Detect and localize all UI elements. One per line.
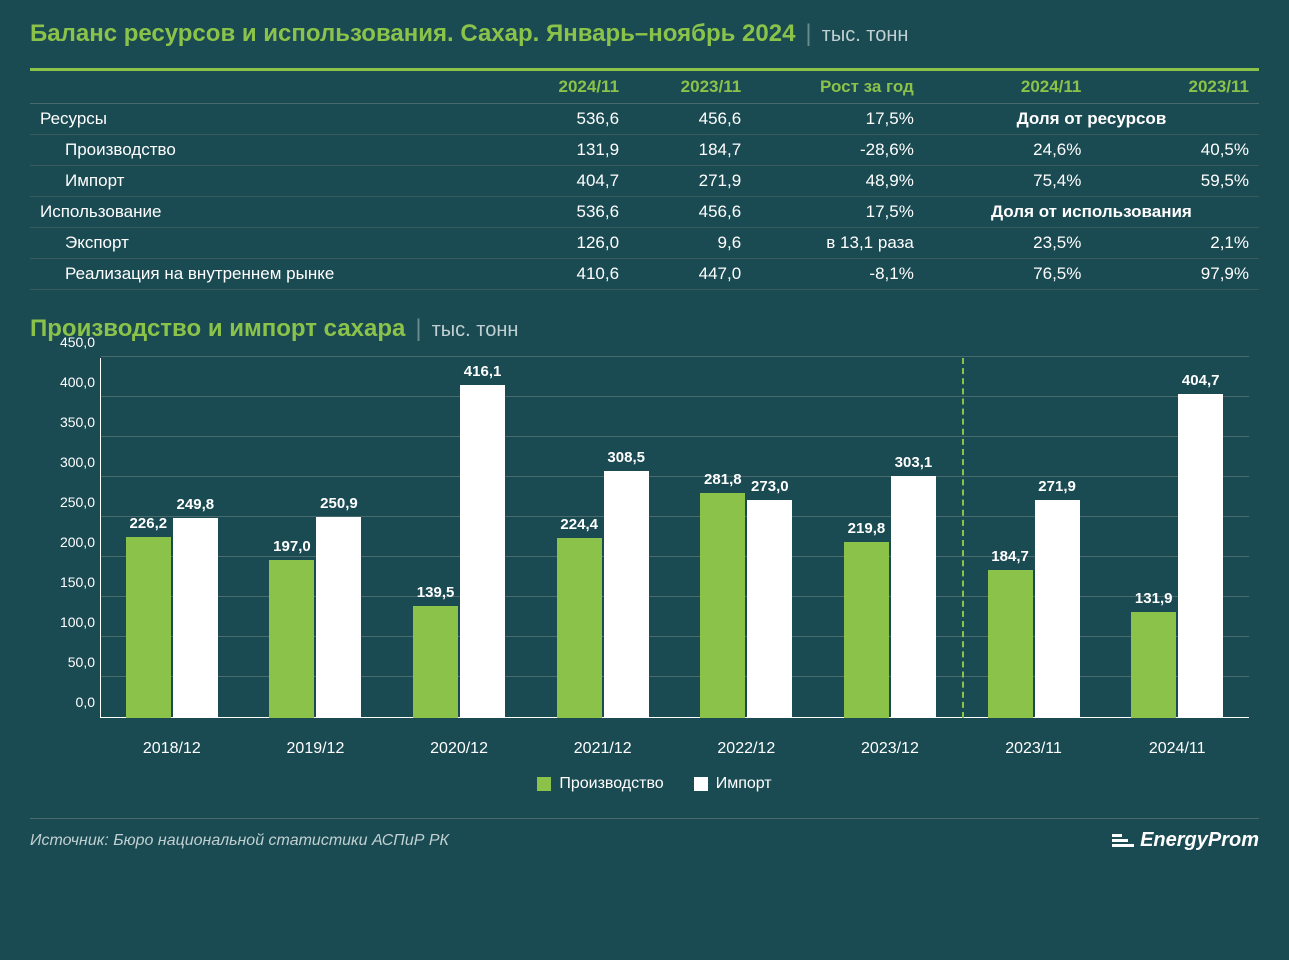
bar-import: 250,9 [316,517,361,718]
share-usage-header: Доля от использования [924,197,1259,228]
bar-value-label: 131,9 [1135,590,1173,607]
bar-import: 308,5 [604,471,649,718]
bar-value-label: 139,5 [417,584,455,601]
bar-group: 219,8303,1 [818,358,962,718]
bar-import: 416,1 [460,385,505,718]
bar-value-label: 308,5 [607,449,645,466]
title-separator: | [805,20,811,48]
bar-value-label: 226,2 [130,515,168,532]
col-share-2023: 2023/11 [1091,70,1259,104]
y-tick-label: 450,0 [50,334,95,350]
table-header-row: 2024/11 2023/11 Рост за год 2024/11 2023… [30,70,1259,104]
bar-production: 219,8 [844,542,889,718]
bar-import: 404,7 [1178,394,1223,718]
bar-value-label: 281,8 [704,471,742,488]
bar-value-label: 404,7 [1182,372,1220,389]
bar-group: 197,0250,9 [244,358,388,718]
swatch-import [694,777,708,791]
bar-value-label: 250,9 [320,495,358,512]
bar-production: 184,7 [988,570,1033,718]
bar-group: 184,7271,9 [962,358,1106,718]
bar-group: 131,9404,7 [1105,358,1249,718]
row-usage: Использование 536,6 456,6 17,5% Доля от … [30,197,1259,228]
bar-group: 224,4308,5 [531,358,675,718]
bar-group: 226,2249,8 [100,358,244,718]
chart-title: Производство и импорт сахара | тыс. тонн [30,315,1259,343]
bar-value-label: 303,1 [895,454,933,471]
y-tick-label: 350,0 [50,414,95,430]
bar-import: 273,0 [747,500,792,718]
bar-production: 226,2 [126,537,171,718]
bar-group: 139,5416,1 [387,358,531,718]
bar-value-label: 273,0 [751,478,789,495]
bar-value-label: 249,8 [177,496,215,513]
col-growth: Рост за год [751,70,924,104]
bar-chart: 226,2249,8197,0250,9139,5416,1224,4308,5… [50,358,1259,798]
row-export: Экспорт 126,0 9,6 в 13,1 раза 23,5% 2,1% [30,228,1259,259]
row-domestic: Реализация на внутреннем рынке 410,6 447… [30,259,1259,290]
logo: EnergyProm [1112,829,1259,852]
bar-value-label: 271,9 [1038,478,1076,495]
y-tick-label: 300,0 [50,454,95,470]
y-tick-label: 200,0 [50,534,95,550]
row-production: Производство 131,9 184,7 -28,6% 24,6% 40… [30,135,1259,166]
x-tick-label: 2020/12 [387,740,531,758]
y-tick-label: 150,0 [50,574,95,590]
bar-value-label: 219,8 [848,520,886,537]
bar-group: 281,8273,0 [675,358,819,718]
y-tick-label: 400,0 [50,374,95,390]
bar-value-label: 224,4 [560,516,598,533]
legend-production: Производство [537,775,663,793]
x-tick-label: 2018/12 [100,740,244,758]
source-text: Источник: Бюро национальной статистики А… [30,832,449,850]
bar-import: 271,9 [1035,500,1080,718]
col-2024-11: 2024/11 [507,70,629,104]
col-share-2024: 2024/11 [924,70,1092,104]
x-axis-labels: 2018/122019/122020/122021/122022/122023/… [100,740,1249,758]
y-tick-label: 0,0 [50,694,95,710]
x-tick-label: 2023/12 [818,740,962,758]
x-tick-label: 2024/11 [1105,740,1249,758]
chart-unit: тыс. тонн [432,319,519,342]
bar-production: 131,9 [1131,612,1176,718]
y-tick-label: 50,0 [50,654,95,670]
bars-container: 226,2249,8197,0250,9139,5416,1224,4308,5… [100,358,1249,718]
x-tick-label: 2023/11 [962,740,1106,758]
bar-import: 249,8 [173,518,218,718]
x-tick-label: 2022/12 [675,740,819,758]
bar-production: 281,8 [700,493,745,718]
bar-production: 197,0 [269,560,314,718]
chart-legend: Производство Импорт [50,775,1259,793]
bar-production: 139,5 [413,606,458,718]
col-2023-11: 2023/11 [629,70,751,104]
row-import: Импорт 404,7 271,9 48,9% 75,4% 59,5% [30,166,1259,197]
x-tick-label: 2021/12 [531,740,675,758]
share-resources-header: Доля от ресурсов [924,104,1259,135]
bar-value-label: 197,0 [273,538,311,555]
legend-import: Импорт [694,775,772,793]
bar-import: 303,1 [891,476,936,718]
x-tick-label: 2019/12 [244,740,388,758]
bar-production: 224,4 [557,538,602,718]
balance-table: 2024/11 2023/11 Рост за год 2024/11 2023… [30,68,1259,290]
bar-value-label: 416,1 [464,363,502,380]
chart-divider [962,358,964,718]
main-title: Баланс ресурсов и использования. Сахар. … [30,20,1259,48]
bar-value-label: 184,7 [991,548,1029,565]
title-unit: тыс. тонн [822,24,909,47]
y-tick-label: 250,0 [50,494,95,510]
row-resources: Ресурсы 536,6 456,6 17,5% Доля от ресурс… [30,104,1259,135]
footer: Источник: Бюро национальной статистики А… [30,818,1259,852]
y-tick-label: 100,0 [50,614,95,630]
logo-text: EnergyProm [1140,829,1259,852]
title-text: Баланс ресурсов и использования. Сахар. … [30,20,795,48]
logo-icon [1112,834,1134,847]
swatch-production [537,777,551,791]
